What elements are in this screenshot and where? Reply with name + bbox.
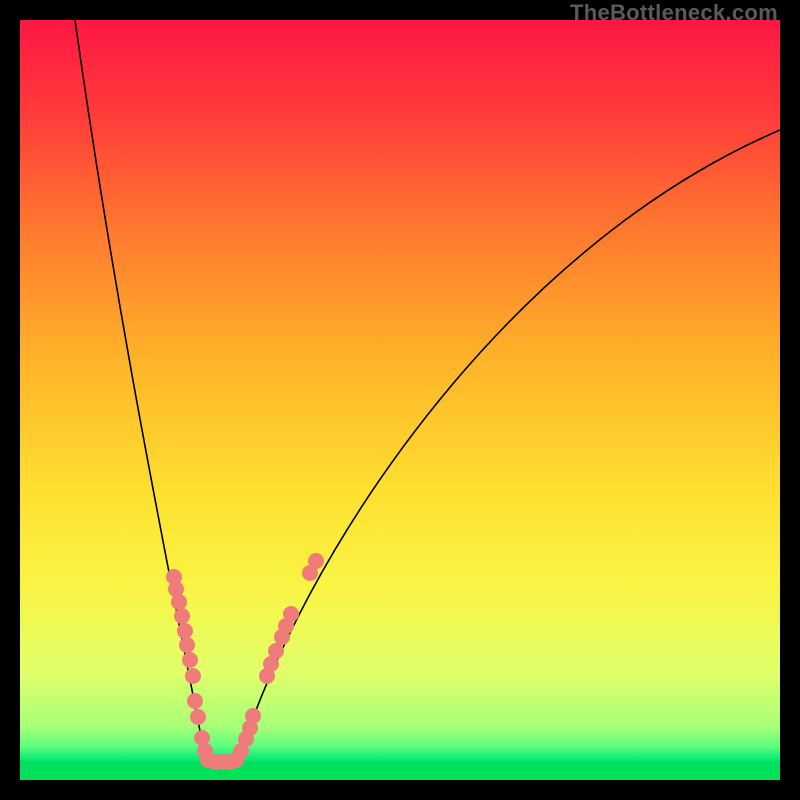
curve-marker bbox=[195, 731, 210, 746]
watermark-text: TheBottleneck.com bbox=[570, 0, 778, 26]
chart-container: TheBottleneck.com bbox=[0, 0, 800, 800]
curve-marker bbox=[180, 638, 195, 653]
curve-marker bbox=[186, 669, 201, 684]
curve-marker bbox=[188, 694, 203, 709]
bottleneck-curve-chart bbox=[20, 20, 780, 780]
curve-marker bbox=[269, 644, 284, 659]
plot-area bbox=[20, 20, 780, 780]
curve-marker bbox=[183, 653, 198, 668]
curve-marker bbox=[172, 595, 187, 610]
curve-marker bbox=[175, 609, 190, 624]
curve-marker bbox=[284, 607, 299, 622]
gradient-background bbox=[20, 20, 780, 780]
curve-marker bbox=[169, 582, 184, 597]
curve-marker bbox=[178, 624, 193, 639]
curve-marker bbox=[309, 554, 324, 569]
curve-marker bbox=[246, 709, 261, 724]
curve-marker bbox=[191, 710, 206, 725]
green-band bbox=[20, 761, 780, 780]
